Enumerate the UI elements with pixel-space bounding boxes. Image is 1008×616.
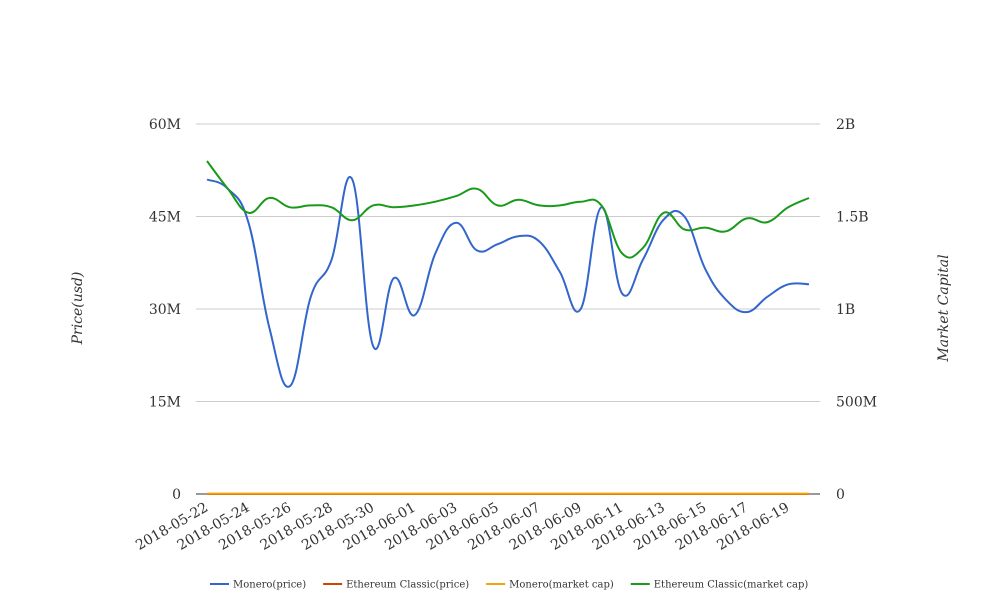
right-tick-label: 1.5B (836, 210, 869, 226)
legend-label: Monero(market cap) (509, 580, 614, 591)
legend-label: Ethereum Classic(price) (346, 580, 469, 591)
left-tick-label: 0 (172, 487, 181, 503)
right-axis-title: Market Capital (936, 254, 952, 362)
left-tick-label: 45M (149, 210, 181, 226)
series-line-ethereum-classic-market-cap (207, 161, 809, 258)
legend-label: Monero(price) (233, 580, 306, 591)
series-lines (207, 161, 809, 494)
left-tick-label: 30M (149, 302, 181, 318)
gridlines (196, 124, 820, 494)
left-tick-label: 60M (149, 117, 181, 133)
legend-label: Ethereum Classic(market cap) (654, 580, 809, 591)
left-tick-label: 15M (149, 395, 181, 411)
right-tick-label: 2B (836, 117, 855, 133)
right-tick-label: 1B (836, 302, 855, 318)
left-y-axis: 0 15M 30M 45M 60M (149, 117, 181, 503)
right-y-axis: 0 500M 1B 1.5B 2B (836, 117, 877, 503)
right-tick-label: 500M (836, 395, 877, 411)
legend: Monero(price) Ethereum Classic(price) Mone… (210, 580, 808, 591)
x-axis: 2018-05-222018-05-242018-05-262018-05-28… (133, 500, 792, 554)
right-tick-label: 0 (836, 487, 845, 503)
series-line-monero-price (207, 177, 809, 387)
left-axis-title: Price(usd) (70, 272, 86, 346)
